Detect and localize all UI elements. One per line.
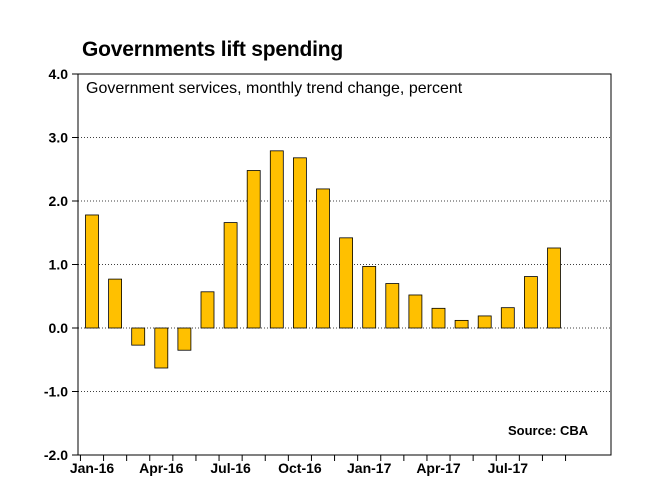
chart-subtitle: Government services, monthly trend chang… [86, 80, 463, 97]
bar-Dec-16 [339, 237, 354, 329]
x-axis-ticks: Jan-16 Apr-16 Jul-16 Oct-16 Jan-17 Apr-17 Jul-… [70, 455, 567, 476]
y-tick-label: 3.0 [49, 130, 69, 146]
bar-Jun-17 [477, 315, 492, 329]
x-tick-label: Apr-16 [139, 460, 184, 476]
bar-Jan-16 [85, 214, 99, 329]
bar-Jul-17 [500, 307, 515, 329]
bar-May-17 [454, 319, 469, 329]
bar-Jan-17 [362, 266, 377, 329]
bar-Mar-16 [131, 327, 146, 346]
chart-title: Governments lift spending [82, 38, 344, 61]
bar-Apr-17 [431, 307, 446, 329]
bar-Jun-16 [200, 291, 215, 329]
y-tick-label: 2.0 [49, 193, 69, 209]
bar-Jul-16 [223, 222, 238, 329]
bar-Sep-17 [547, 247, 561, 329]
x-tick-label: Jan-16 [70, 460, 115, 476]
x-tick-label: Apr-17 [416, 460, 461, 476]
bar-Apr-16 [154, 327, 169, 369]
y-tick-label: 1.0 [49, 257, 69, 273]
y-tick-label: 4.0 [49, 66, 69, 82]
bar-Mar-17 [408, 294, 423, 329]
bar-Aug-16 [246, 170, 261, 329]
x-tick-label: Jan-17 [347, 460, 392, 476]
y-tick-label: 0.0 [49, 320, 69, 336]
y-axis-ticks: 4.0 3.0 2.0 1.0 0.0 -1.0 -2.0 [44, 66, 78, 463]
bars [85, 150, 561, 369]
y-tick-label: -2.0 [44, 447, 68, 463]
gridlines [78, 137, 611, 392]
bar-Nov-16 [316, 188, 330, 329]
bar-Oct-16 [292, 157, 307, 329]
bar-Sep-16 [269, 150, 284, 329]
source-label: Source: CBA [508, 423, 589, 438]
bar-Aug-17 [524, 276, 538, 329]
bar-Feb-16 [108, 278, 122, 329]
x-tick-label: Jul-16 [210, 460, 251, 476]
x-tick-label: Oct-16 [278, 460, 322, 476]
bar-Feb-17 [385, 283, 400, 329]
x-tick-label: Jul-17 [488, 460, 529, 476]
y-tick-label: -1.0 [44, 384, 68, 400]
bar-May-16 [177, 327, 192, 351]
